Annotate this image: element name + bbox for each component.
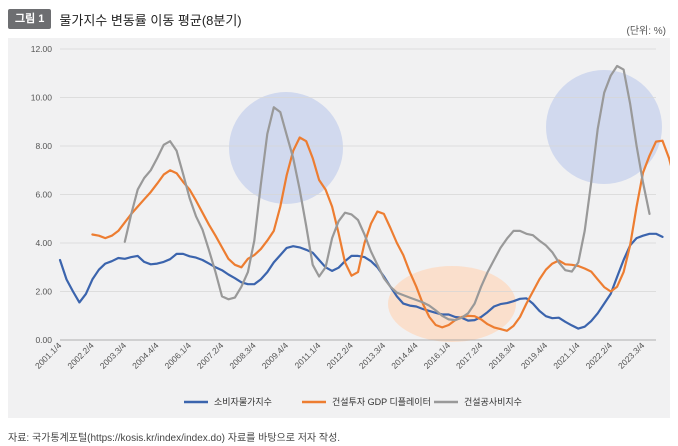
x-tick-label: 2016.1/4 — [422, 340, 453, 371]
figure-header: 그림 1 물가지수 변동률 이동 평균(8분기) — [8, 8, 242, 30]
highlight-circle-2022 — [546, 70, 662, 184]
x-tick-label: 2018.3/4 — [486, 340, 517, 371]
x-tick-label: 2011.1/4 — [293, 340, 323, 370]
x-tick-label: 2009.4/4 — [260, 340, 291, 371]
y-tick-label: 0.00 — [35, 335, 52, 345]
x-tick-label: 2019.4/4 — [519, 340, 550, 371]
x-tick-label: 2003.3/4 — [98, 340, 129, 371]
x-tick-label: 2004.4/4 — [130, 340, 161, 371]
x-tick-label: 2012.2/4 — [324, 340, 355, 371]
x-tick-label: 2006.1/4 — [163, 340, 194, 371]
y-tick-label: 12.00 — [31, 44, 53, 54]
y-tick-label: 6.00 — [35, 190, 52, 200]
x-tick-label: 2002.2/4 — [65, 340, 96, 371]
legend-label: 건설투자 GDP 디플레이터 — [332, 397, 431, 407]
series-line-2 — [91, 136, 670, 332]
x-tick-label: 2017.2/4 — [454, 340, 485, 371]
chart-title: 물가지수 변동률 이동 평균(8분기) — [59, 12, 242, 28]
figure-badge: 그림 1 — [8, 9, 52, 29]
highlight-circle-2016 — [388, 266, 516, 342]
chart-panel: 0.00 2.00 4.00 6.00 8.00 10.00 12.00 2001.1/4 20… — [8, 38, 670, 418]
y-tick-label: 2.00 — [35, 287, 52, 297]
highlight-circle-2009 — [229, 92, 343, 204]
x-tick-label: 2007.2/4 — [195, 340, 226, 371]
series-line-3 — [123, 64, 651, 322]
x-tick-label: 2013.3/4 — [357, 340, 388, 371]
x-tick-label: 2021.1/4 — [551, 340, 582, 371]
y-tick-label: 4.00 — [35, 238, 52, 248]
legend-label: 건설공사비지수 — [464, 397, 522, 407]
unit-label: (단위: %) — [626, 26, 666, 37]
x-tick-label: 2022.2/4 — [584, 340, 615, 371]
legend-label: 소비자물가지수 — [214, 397, 272, 407]
y-tick-label: 8.00 — [35, 141, 52, 151]
y-tick-label: 10.00 — [31, 93, 53, 103]
x-tick-label: 2023.3/4 — [616, 340, 647, 371]
source-note: 자료: 국가통계포털(https://kosis.kr/index/index.… — [8, 433, 341, 444]
x-tick-label: 2008.3/4 — [227, 340, 258, 371]
series-line-1 — [58, 232, 664, 330]
x-tick-label: 2014.4/4 — [389, 340, 420, 371]
